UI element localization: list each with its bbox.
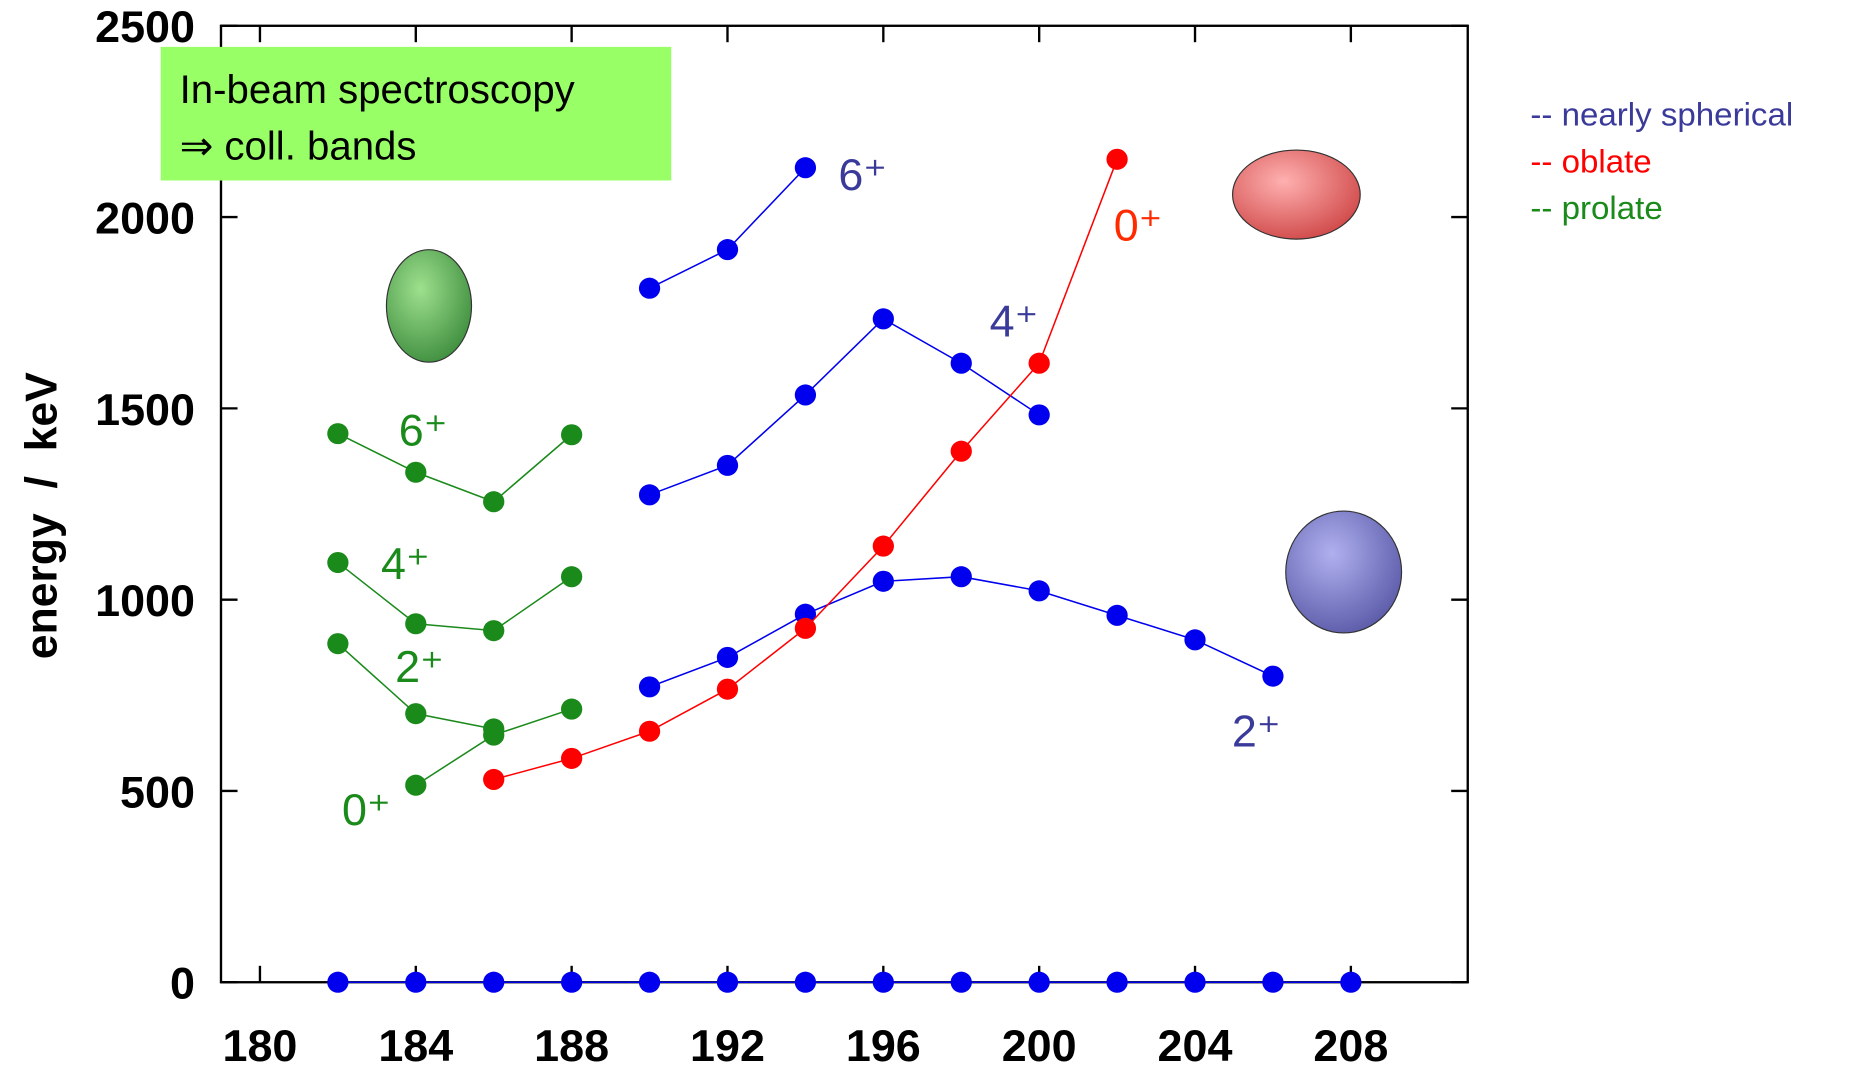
data-point: [950, 352, 972, 374]
data-point: [483, 768, 505, 791]
data-point: [483, 971, 505, 993]
oblate-shape: [1231, 149, 1361, 240]
band-label: 2⁺: [1232, 708, 1281, 757]
data-point: [405, 971, 427, 993]
data-point: [1340, 971, 1362, 993]
data-point: [872, 308, 894, 330]
x-tick-label: 180: [222, 1022, 297, 1071]
x-tick-label: 188: [534, 1022, 609, 1071]
y-tick-label: 1500: [95, 386, 195, 435]
data-point: [1106, 604, 1128, 626]
data-point: [1262, 665, 1284, 687]
data-point: [794, 971, 817, 993]
data-point: [794, 157, 817, 179]
data-point: [716, 678, 739, 700]
data-point: [561, 747, 583, 769]
data-point: [483, 620, 505, 642]
data-point: [327, 423, 349, 445]
data-point: [794, 617, 817, 639]
band-label: 4⁺: [990, 298, 1039, 347]
data-point: [327, 633, 349, 655]
series-line: [649, 317, 1040, 496]
info-box: [160, 46, 672, 181]
data-point: [716, 646, 739, 668]
x-tick-label: 200: [1002, 1022, 1077, 1071]
data-point: [1184, 971, 1206, 993]
data-point: [794, 384, 817, 406]
data-point: [561, 424, 583, 446]
data-point: [716, 971, 739, 993]
info-text: ⇒ coll. bands: [180, 125, 417, 169]
data-point: [483, 491, 505, 513]
data-point: [638, 971, 661, 993]
prolate-shape: [385, 249, 473, 363]
band-label: 6⁺: [838, 151, 887, 200]
data-point: [638, 277, 661, 299]
series-line: [493, 159, 1118, 781]
series-line: [337, 561, 573, 632]
data-point: [1028, 971, 1050, 993]
data-point: [483, 718, 505, 740]
data-point: [638, 484, 661, 506]
data-point: [327, 971, 349, 993]
band-label: 0⁺: [342, 786, 391, 835]
data-point: [327, 551, 349, 574]
y-tick-label: 500: [120, 769, 195, 818]
y-tick-label: 2500: [95, 3, 195, 52]
spherical-shape: [1285, 510, 1403, 634]
data-point: [1028, 404, 1050, 426]
data-point: [638, 676, 661, 698]
data-point: [1262, 971, 1284, 993]
data-point: [561, 971, 583, 993]
data-point: [872, 570, 894, 592]
data-point: [405, 703, 427, 725]
x-tick-label: 208: [1313, 1022, 1388, 1071]
data-point: [1106, 148, 1128, 170]
data-point: [872, 535, 894, 557]
data-point: [1106, 971, 1128, 993]
x-tick-label: 204: [1158, 1022, 1233, 1071]
data-point: [1028, 580, 1050, 602]
y-tick-label: 0: [170, 960, 195, 1009]
band-label: 2⁺: [395, 643, 444, 692]
data-point: [405, 461, 427, 483]
band-label: 4⁺: [381, 540, 430, 589]
series-line: [337, 432, 573, 503]
legend-entry: -- oblate: [1530, 142, 1651, 179]
band-label: 6⁺: [399, 407, 448, 456]
data-point: [872, 971, 894, 993]
y-axis-label: energy / keV: [18, 372, 67, 659]
data-point: [561, 698, 583, 720]
x-tick-label: 184: [378, 1022, 453, 1071]
data-point: [638, 720, 661, 742]
info-text: In-beam spectroscopy: [180, 68, 575, 112]
data-point: [561, 566, 583, 588]
data-point: [950, 440, 972, 462]
legend-entry: -- prolate: [1530, 189, 1662, 226]
series-line: [649, 167, 806, 289]
data-point: [1028, 352, 1050, 374]
series-line: [649, 575, 1274, 688]
data-point: [716, 239, 739, 261]
x-tick-label: 196: [846, 1022, 921, 1071]
y-tick-label: 2000: [95, 195, 195, 244]
x-tick-label: 192: [690, 1022, 765, 1071]
legend-entry: -- nearly spherical: [1530, 96, 1793, 133]
y-tick-label: 1000: [95, 577, 195, 626]
data-point: [716, 454, 739, 476]
data-point: [950, 971, 972, 993]
band-label: 0⁺: [1114, 201, 1163, 250]
data-point: [405, 613, 427, 635]
data-point: [1184, 629, 1206, 651]
data-point: [950, 566, 972, 588]
data-point: [405, 774, 427, 796]
